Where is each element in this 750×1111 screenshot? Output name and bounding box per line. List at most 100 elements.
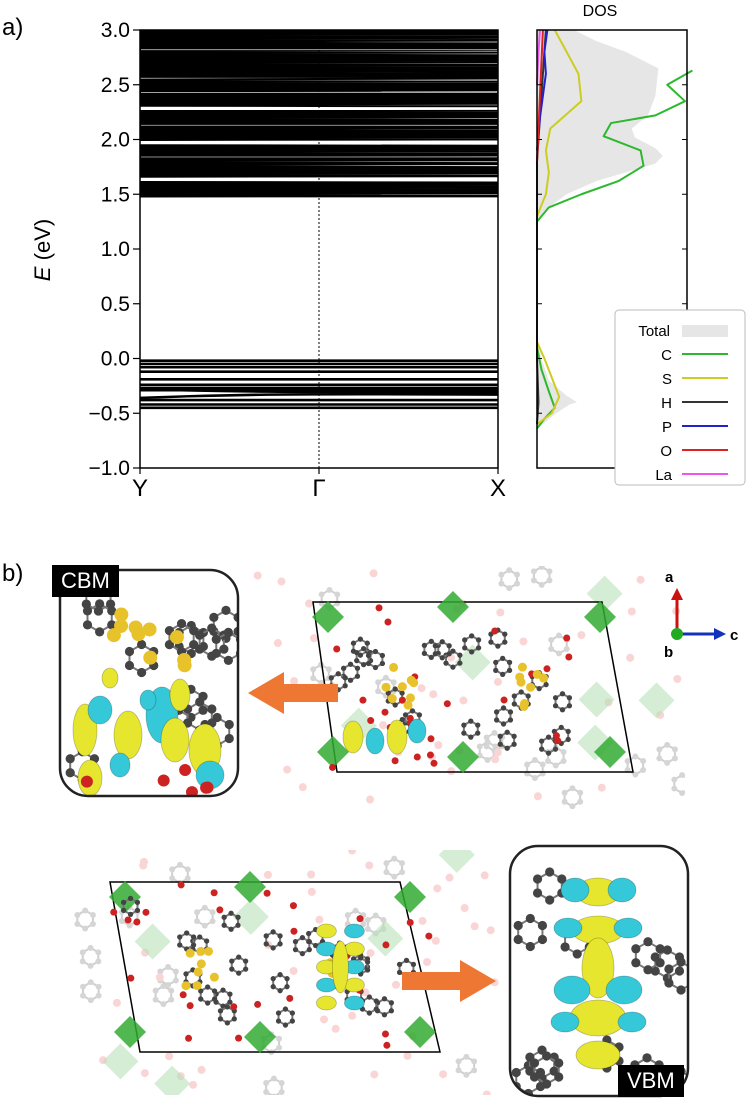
atom (354, 650, 360, 656)
bond (155, 985, 164, 992)
atom (233, 612, 238, 622)
atom (270, 1093, 277, 1095)
atom (254, 1000, 262, 1008)
isosurface (343, 923, 365, 939)
legend-label-c: C (661, 347, 672, 364)
atom (689, 1088, 698, 1097)
atom (284, 976, 290, 982)
sulfur-atom (526, 682, 536, 692)
atom (373, 998, 379, 1004)
atom (597, 783, 606, 792)
atom (671, 746, 678, 753)
sulfur-atom (204, 946, 214, 956)
atom (197, 934, 203, 940)
atom (475, 645, 482, 651)
atom (357, 636, 364, 642)
atom (139, 861, 148, 870)
atom (399, 860, 405, 867)
atom (511, 733, 517, 739)
atom (445, 873, 454, 882)
atom (428, 654, 434, 661)
atom (207, 623, 217, 633)
atom (224, 719, 234, 730)
bond (479, 754, 489, 761)
atom (492, 743, 499, 750)
atom (439, 655, 445, 661)
atom (502, 639, 508, 645)
atom (235, 914, 241, 920)
atom (577, 798, 584, 805)
bond (541, 579, 550, 586)
atom (82, 925, 89, 932)
atom (642, 1053, 652, 1063)
atom (572, 949, 582, 959)
band-ytick-label: 1.5 (101, 183, 130, 206)
atom (566, 703, 573, 709)
atom (511, 693, 517, 699)
atom (224, 1020, 231, 1026)
atom (365, 660, 372, 667)
atom (74, 912, 81, 918)
y-axis-label-unit: (eV) (30, 219, 55, 267)
atom (127, 911, 134, 917)
atom (352, 907, 359, 914)
band-ytick-label: 1.0 (101, 238, 130, 261)
atom (488, 639, 494, 645)
atom (198, 996, 204, 1002)
atom (263, 870, 272, 879)
atom (335, 671, 341, 677)
atom (172, 968, 179, 975)
la-polyhedron (114, 1016, 146, 1048)
atom (392, 686, 398, 692)
conduction-band-line (139, 47, 499, 51)
atom (310, 675, 317, 682)
atom (391, 980, 400, 989)
atom (545, 734, 552, 740)
atom (87, 944, 94, 951)
isosurface (605, 975, 643, 1005)
bond (487, 754, 496, 761)
y-axis-label-symbol: E (30, 266, 55, 281)
bond (265, 1091, 275, 1095)
atom (457, 660, 463, 666)
bond (571, 800, 581, 808)
atom (366, 949, 375, 958)
la-polyhedron (312, 601, 344, 633)
bond (673, 774, 683, 781)
atom (369, 569, 378, 578)
bond (487, 741, 496, 748)
isosurface (139, 689, 157, 711)
atom (140, 948, 149, 957)
atom (559, 691, 566, 697)
atom (687, 777, 693, 783)
atom (475, 730, 481, 736)
atom (498, 580, 505, 587)
atom (220, 1003, 226, 1009)
atom (221, 605, 231, 615)
atom (539, 746, 545, 752)
atom (475, 637, 482, 643)
atom (506, 667, 513, 674)
conduction-band-line (139, 127, 499, 131)
sulfur-atom (114, 618, 129, 633)
atom (292, 946, 299, 953)
dos-series-c (536, 69, 693, 430)
atom (483, 743, 490, 750)
bond (90, 981, 100, 988)
panel-a-figure: 3.0 2.5 2.0 1.5 1.0 0.5 0.0 −0.5 −1.0 Y Γ X E (e… (30, 3, 746, 500)
atom (565, 728, 571, 735)
atom (507, 709, 514, 715)
bond (375, 928, 384, 935)
conduction-band-line (139, 192, 499, 195)
atom (223, 655, 234, 666)
atom (560, 942, 570, 952)
atom (558, 724, 564, 731)
atom (356, 915, 364, 923)
atom (217, 1016, 224, 1022)
bond (526, 759, 536, 766)
atom (165, 1052, 174, 1061)
atom (270, 984, 276, 990)
atom (546, 577, 553, 584)
la-polyhedron (438, 850, 475, 873)
